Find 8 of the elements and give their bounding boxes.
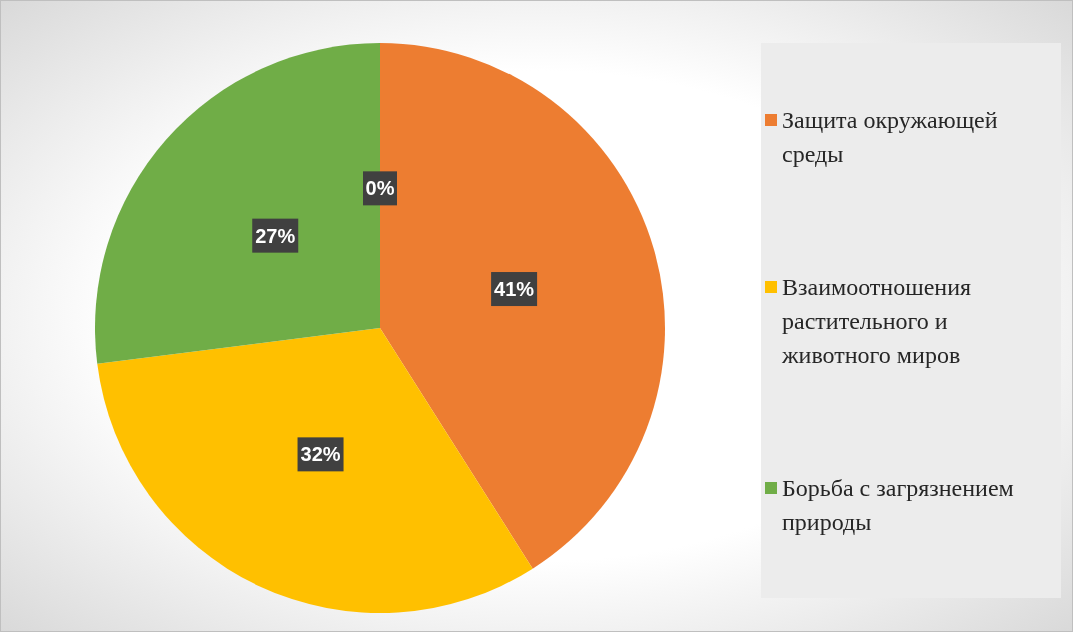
legend-label: Защита окружающей среды — [782, 105, 999, 169]
data-label: 27% — [255, 224, 296, 247]
data-label: 41% — [494, 278, 535, 301]
data-label: 32% — [300, 443, 341, 466]
pie-slice — [97, 328, 533, 613]
text: 0% — [365, 177, 395, 200]
legend-label: Борьба с загрязнением природы — [782, 473, 1015, 537]
legend-label: Взаимоотношения растительного и животного миров — [782, 272, 973, 370]
